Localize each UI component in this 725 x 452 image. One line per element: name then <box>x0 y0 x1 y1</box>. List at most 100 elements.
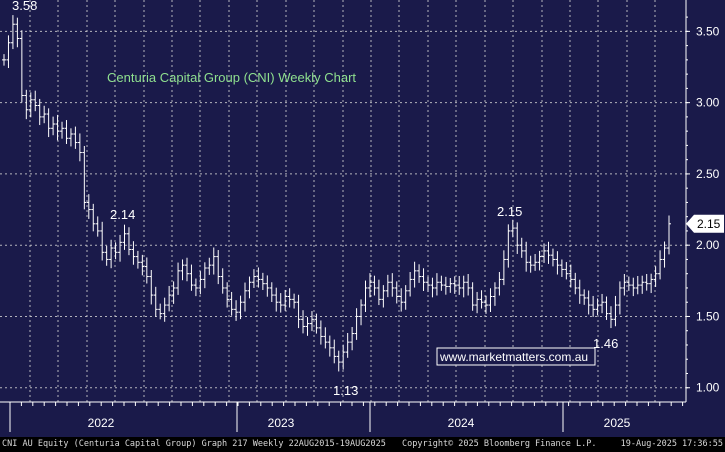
ohlc-bar <box>667 215 671 255</box>
x-tick-label: 2022 <box>88 416 115 430</box>
footer-timestamp: 19-Aug-2025 17:36:55 <box>620 439 723 449</box>
ohlc-bar <box>234 300 239 321</box>
ohlc-bar <box>100 221 105 261</box>
ohlc-bar <box>176 262 181 295</box>
ohlc-bar <box>91 203 96 232</box>
ohlc-bar <box>595 298 600 316</box>
ohlc-bar <box>60 121 65 139</box>
ohlc-bar <box>149 269 154 305</box>
ohlc-bar <box>68 128 73 147</box>
price-tag-value: 2.15 <box>697 217 721 231</box>
ohlc-bar <box>528 255 533 273</box>
annotation-label: 2.14 <box>110 207 135 222</box>
ohlc-bar <box>341 344 346 370</box>
y-tick-label: 3.50 <box>696 24 720 38</box>
ohlc-bar <box>314 313 319 334</box>
ohlc-bar <box>573 272 578 295</box>
grid-lines <box>0 0 686 402</box>
ohlc-bar <box>662 241 667 268</box>
ohlc-bar <box>640 275 645 294</box>
ohlc-bar <box>524 241 529 272</box>
ohlc-bar <box>202 262 207 289</box>
ohlc-bar <box>55 114 60 141</box>
ohlc-bar <box>479 290 484 309</box>
ohlc-bar <box>247 276 252 299</box>
ohlc-bar <box>604 296 609 320</box>
annotation-label: 1.46 <box>593 336 618 351</box>
y-tick-label: 1.00 <box>696 381 720 395</box>
axes <box>0 0 690 432</box>
x-tick-label: 2025 <box>604 416 631 430</box>
ohlc-bar <box>28 92 33 118</box>
ohlc-bar <box>501 250 506 286</box>
ohlc-bar <box>430 277 435 298</box>
ohlc-bar <box>10 15 15 50</box>
ohlc-bar <box>372 275 377 296</box>
ohlc-bar <box>376 279 381 306</box>
ohlc-bar <box>354 308 359 340</box>
ohlc-bar <box>158 303 163 320</box>
ohlc-bar <box>131 241 136 265</box>
y-tick-label: 3.00 <box>696 96 720 110</box>
ohlc-bar <box>515 222 520 254</box>
ohlc-bar <box>653 266 658 287</box>
ohlc-bar <box>564 262 569 280</box>
ohlc-bar <box>162 297 167 322</box>
ohlc-bar <box>622 273 627 296</box>
ohlc-bar <box>327 335 332 357</box>
ohlc-bar <box>510 219 515 238</box>
ohlc-bar <box>73 126 78 149</box>
ohlc-bar <box>617 281 622 315</box>
ohlc-bar <box>225 282 230 308</box>
ohlc-bar <box>550 248 555 267</box>
ohlc-bar <box>488 288 493 312</box>
ohlc-bar <box>439 275 444 291</box>
ohlc-bar <box>363 280 368 312</box>
ohlc-bar <box>86 194 91 219</box>
ohlc-bar <box>332 339 337 364</box>
annotation-label: 1.13 <box>333 383 358 398</box>
y-tick-label: 2.00 <box>696 238 720 252</box>
ohlc-bar <box>586 290 591 315</box>
ohlc-bar <box>506 224 511 268</box>
ohlc-bar <box>461 275 466 298</box>
ohlc-bar <box>367 273 372 298</box>
ohlc-bar <box>19 30 24 103</box>
ohlc-bar <box>109 239 114 269</box>
ohlc-bar <box>278 293 283 313</box>
ohlc-bar <box>211 247 216 275</box>
ohlc-bar <box>582 289 587 305</box>
watermark: www.marketmatters.com.au <box>436 347 596 366</box>
ohlc-bar <box>649 273 654 294</box>
ohlc-bar <box>184 257 189 282</box>
footer-bar: CNI AU Equity (Centuria Capital Group) G… <box>0 437 725 452</box>
ohlc-bar <box>193 278 198 297</box>
ohlc-bar <box>497 271 502 296</box>
ohlc-bar <box>537 250 542 271</box>
ohlc-bar <box>260 272 265 290</box>
ohlc-bar <box>631 277 636 297</box>
ohlc-bar <box>425 276 430 293</box>
annotation-label: 2.15 <box>497 204 522 219</box>
ohlc-bar <box>140 254 145 276</box>
ohlc-bar <box>484 295 489 314</box>
ohlc-bar <box>256 267 261 288</box>
chart-title: Centuria Capital Group (CNI) Weekly Char… <box>107 70 356 85</box>
ohlc-bar <box>144 257 149 284</box>
ohlc-bar <box>153 286 158 317</box>
ohlc-bar <box>180 259 185 281</box>
ohlc-bar <box>323 327 328 349</box>
ohlc-bar <box>238 295 243 320</box>
annotations: 3.58 2.14 1.13 2.15 1.46 <box>12 0 618 398</box>
ohlc-bar <box>600 293 605 314</box>
ohlc-bar <box>345 333 350 358</box>
ohlc-bar <box>568 264 573 288</box>
ohlc-bar <box>296 294 301 329</box>
ohlc-bar <box>470 282 475 311</box>
ohlc-bar <box>6 35 11 69</box>
ohlc-bar <box>24 89 29 120</box>
ohlc-bar <box>421 268 426 292</box>
ohlc-bar <box>220 268 225 294</box>
